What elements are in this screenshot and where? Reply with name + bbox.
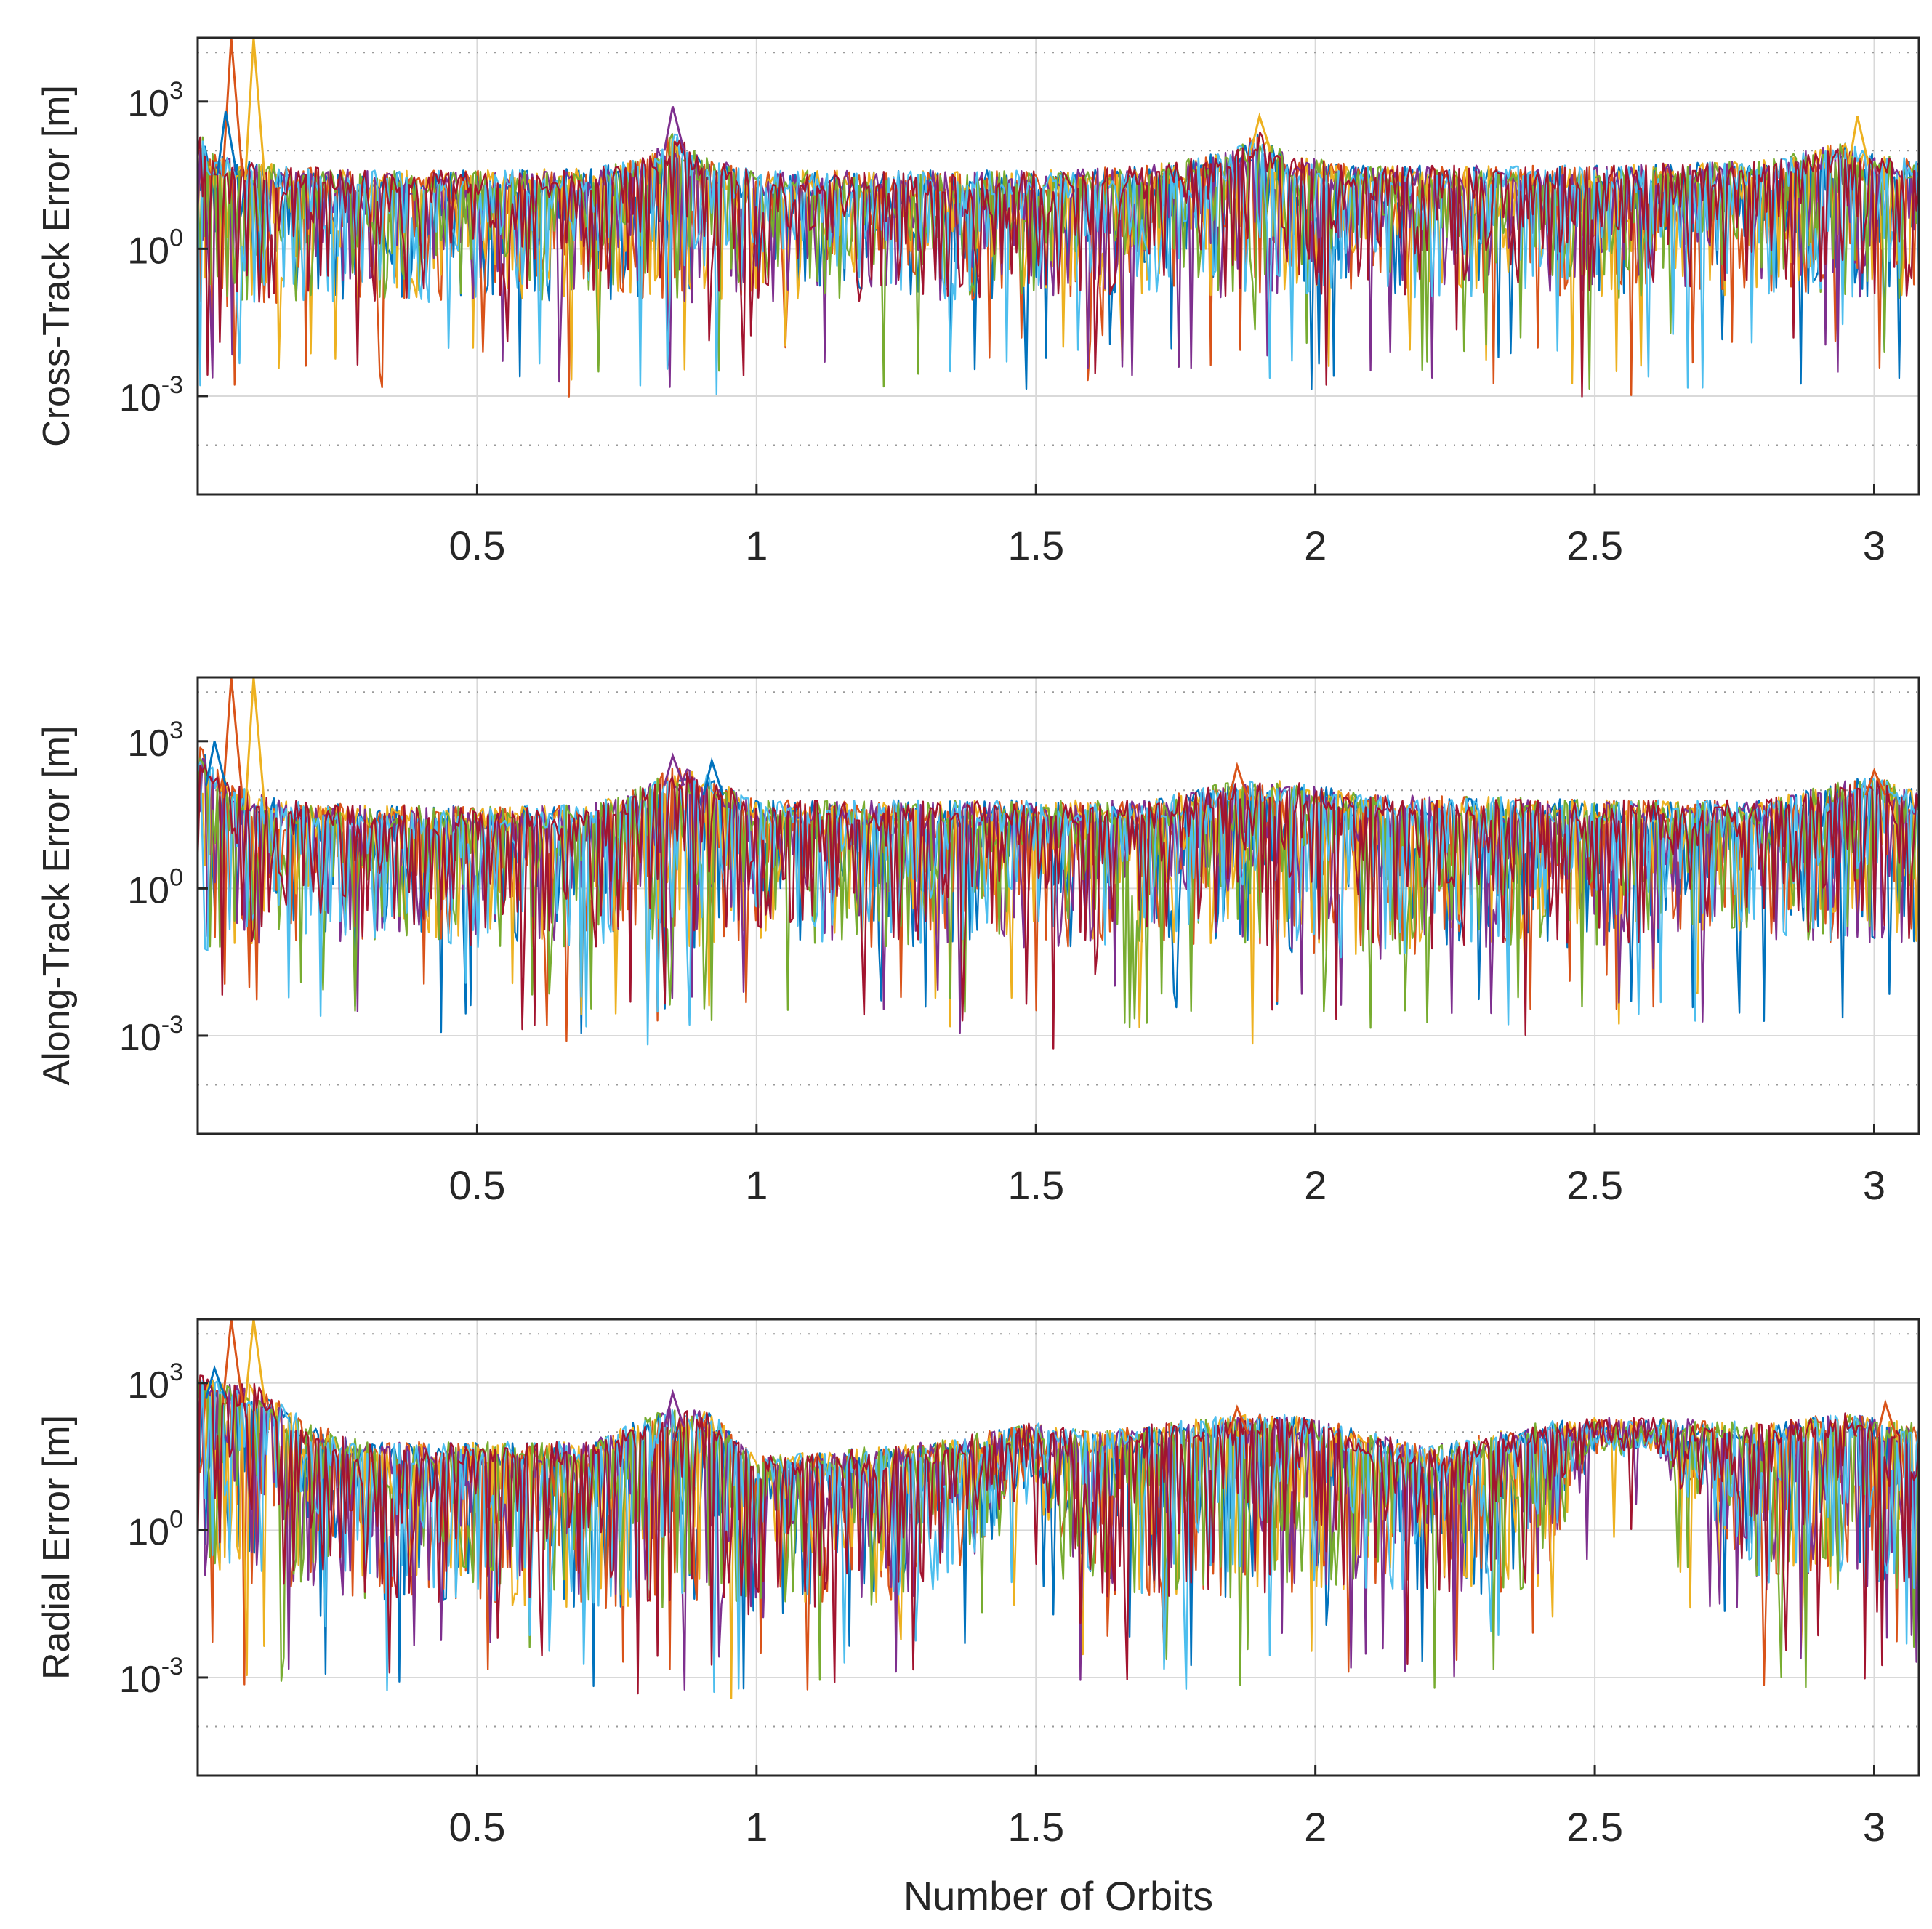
along-track-y-tick-label: 100 — [127, 863, 183, 911]
radial-x-tick-label: 2.5 — [1566, 1804, 1623, 1850]
along-track-x-tick-label: 2 — [1304, 1162, 1327, 1208]
cross-track-spike — [1848, 116, 1870, 165]
radial-axes-box — [196, 1318, 1920, 1777]
along-track-x-tick-label: 1 — [745, 1162, 768, 1208]
cross-track-x-tick-label: 2.5 — [1566, 523, 1623, 568]
cross-track-y-tick-label: 10-3 — [119, 371, 183, 419]
cross-track-y-tick-label: 100 — [127, 224, 183, 272]
x-axis-label: Number of Orbits — [903, 1873, 1213, 1919]
radial-spike — [663, 1388, 685, 1428]
along-track-x-ticks: 0.5 1 1.5 2 2.5 3 — [448, 1124, 1885, 1208]
radial-y-ticks: 103 100 10-3 — [119, 1358, 208, 1701]
radial-x-tick-label: 1 — [745, 1804, 768, 1850]
radial-x-tick-label: 2 — [1304, 1804, 1327, 1850]
radial-x-tick-label: 3 — [1863, 1804, 1885, 1850]
radial-series-7 — [196, 1374, 1920, 1695]
radial-x-tick-label: 1.5 — [1007, 1804, 1064, 1850]
cross-track-spike — [1249, 112, 1272, 151]
radial-x-tick-label: 0.5 — [448, 1804, 505, 1850]
along-track-series-7 — [196, 764, 1920, 1050]
cross-track-x-ticks: 0.5 1 1.5 2 2.5 3 — [448, 484, 1885, 568]
along-track-x-tick-label: 0.5 — [448, 1162, 505, 1208]
cross-track-y-ticks: 103 100 10-3 — [119, 77, 208, 419]
along-track-series — [196, 677, 1920, 1050]
cross-track-panel: 0.5 1 1.5 2 2.5 3 103 100 10-3 Cross-Track Erro… — [36, 36, 1920, 568]
cross-track-series-7 — [196, 131, 1920, 398]
radial-y-tick-label: 10-3 — [119, 1653, 183, 1701]
cross-track-y-axis-label: Cross-Track Error [m] — [36, 85, 78, 447]
radial-y-tick-label: 103 — [127, 1358, 183, 1406]
radial-spike — [205, 1364, 227, 1399]
along-track-x-tick-label: 1.5 — [1007, 1162, 1064, 1208]
along-track-spike — [663, 752, 685, 786]
radial-spike — [1228, 1404, 1249, 1435]
along-track-spike — [1228, 762, 1249, 801]
radial-series — [196, 1318, 1920, 1699]
along-track-x-tick-label: 3 — [1863, 1162, 1885, 1208]
cross-track-x-tick-label: 2 — [1304, 523, 1327, 568]
along-track-y-axis-label: Along-Track Error [m] — [36, 725, 78, 1085]
radial-panel: 0.5 1 1.5 2 2.5 3 103 100 10-3 Radial Error [m] — [36, 1318, 1920, 1850]
along-track-axes-box — [196, 676, 1920, 1135]
radial-spike — [1875, 1398, 1898, 1438]
cross-track-axes-box — [196, 36, 1920, 496]
along-track-y-tick-label: 10-3 — [119, 1011, 183, 1059]
along-track-y-ticks: 103 100 10-3 — [119, 717, 208, 1059]
radial-series-6 — [196, 1380, 1920, 1694]
cross-track-x-tick-label: 0.5 — [448, 523, 505, 568]
along-track-panel: 0.5 1 1.5 2 2.5 3 103 100 10-3 Along-Track Erro… — [36, 676, 1920, 1208]
along-track-spike — [205, 741, 227, 786]
cross-track-x-tick-label: 1.5 — [1007, 523, 1064, 568]
along-track-x-tick-label: 2.5 — [1566, 1162, 1623, 1208]
cross-track-x-tick-label: 1 — [745, 523, 768, 568]
cross-track-series — [196, 37, 1920, 398]
radial-y-axis-label: Radial Error [m] — [36, 1415, 78, 1680]
cross-track-x-tick-label: 3 — [1863, 523, 1885, 568]
along-track-spike — [702, 757, 725, 796]
along-track-y-tick-label: 103 — [127, 717, 183, 765]
radial-y-tick-label: 100 — [127, 1505, 183, 1553]
cross-track-spike — [663, 106, 685, 151]
radial-x-ticks: 0.5 1 1.5 2 2.5 3 — [448, 1765, 1885, 1850]
cross-track-spike — [216, 111, 238, 176]
cross-track-y-tick-label: 103 — [127, 77, 183, 125]
along-track-spike — [1864, 768, 1887, 796]
